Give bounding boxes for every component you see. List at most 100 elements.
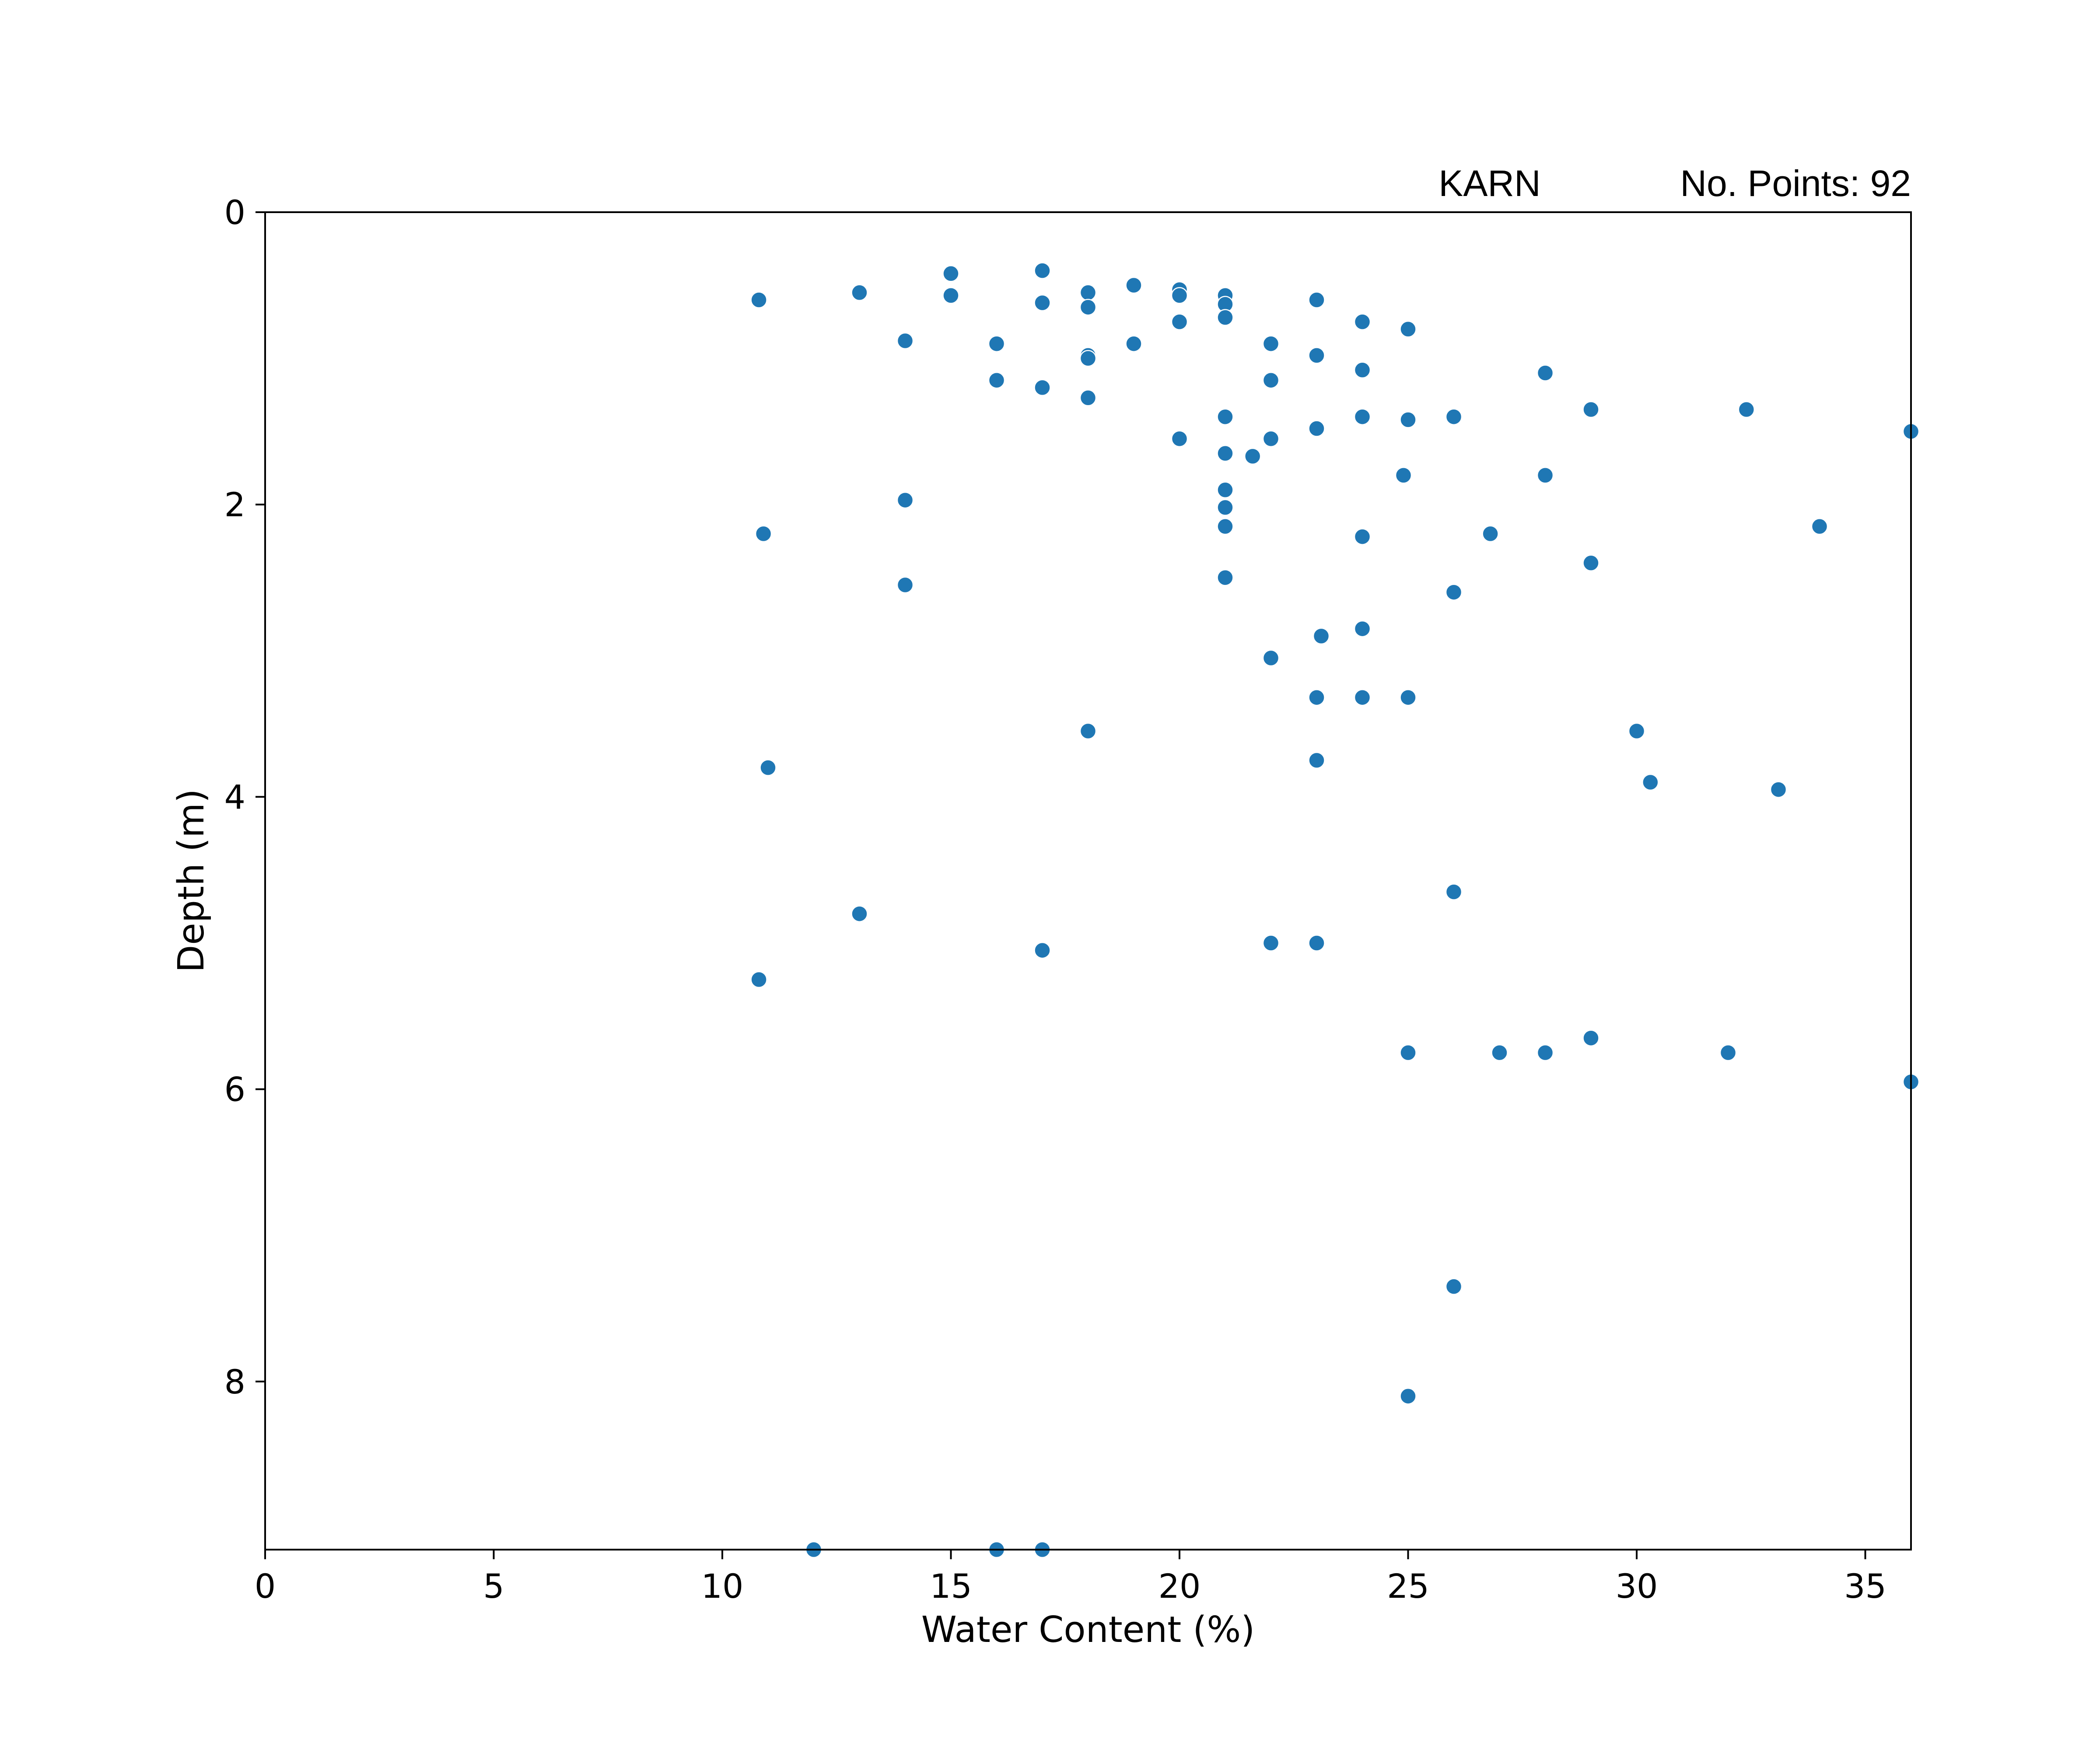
- y-tick-label: 6: [224, 1070, 245, 1109]
- data-point: [1171, 430, 1188, 448]
- data-point: [1582, 1029, 1600, 1046]
- data-point: [1445, 408, 1463, 425]
- data-point: [1034, 262, 1051, 279]
- data-point: [1244, 448, 1261, 465]
- data-point: [1536, 364, 1554, 382]
- x-tick-label: 35: [1844, 1567, 1886, 1606]
- data-point: [896, 491, 914, 509]
- data-point: [1482, 525, 1499, 542]
- data-point: [1354, 313, 1371, 330]
- x-tick-label: 10: [701, 1567, 744, 1606]
- data-point: [1628, 722, 1645, 740]
- data-point: [1308, 291, 1325, 308]
- data-point: [1445, 584, 1463, 601]
- point-count-annotation: No. Points: 92: [1680, 163, 1911, 204]
- data-point: [1400, 321, 1417, 338]
- data-point: [1262, 934, 1280, 952]
- x-tick-label: 5: [483, 1567, 504, 1606]
- data-point: [1770, 781, 1787, 798]
- data-point: [1217, 445, 1234, 462]
- data-point: [988, 371, 1005, 389]
- y-tick-label: 0: [224, 193, 245, 232]
- data-point: [755, 525, 772, 542]
- data-point: [1079, 722, 1097, 740]
- data-point: [1491, 1044, 1508, 1061]
- data-point: [1582, 401, 1600, 418]
- x-axis-ticks: 0 5 10 15 20 25 30 35: [255, 1550, 1886, 1606]
- data-point: [1445, 1278, 1463, 1295]
- data-point: [760, 759, 777, 776]
- site-annotation: KARN: [1438, 163, 1540, 204]
- y-tick-label: 8: [224, 1362, 245, 1401]
- data-point: [1308, 934, 1325, 952]
- data-point: [1642, 774, 1659, 791]
- data-point: [1217, 481, 1234, 499]
- y-tick-label: 2: [224, 485, 245, 524]
- data-point: [1354, 408, 1371, 425]
- data-point: [1217, 518, 1234, 535]
- data-point: [1400, 411, 1417, 428]
- data-point: [1738, 401, 1755, 418]
- data-point: [1308, 347, 1325, 364]
- x-tick-label: 20: [1158, 1567, 1201, 1606]
- data-point: [1034, 294, 1051, 312]
- x-tick-label: 0: [255, 1567, 276, 1606]
- data-point: [1400, 1044, 1417, 1061]
- data-point: [1079, 284, 1097, 301]
- data-point: [1308, 752, 1325, 769]
- data-point: [1308, 689, 1325, 706]
- x-tick-label: 25: [1387, 1567, 1429, 1606]
- data-point: [1217, 569, 1234, 586]
- x-tick-label: 15: [930, 1567, 972, 1606]
- data-point: [1079, 350, 1097, 367]
- x-tick-label: 30: [1616, 1567, 1658, 1606]
- data-point: [1536, 1044, 1554, 1061]
- data-point: [1582, 554, 1600, 572]
- data-point: [1312, 627, 1330, 645]
- data-point: [1034, 942, 1051, 959]
- data-point: [1217, 408, 1234, 425]
- data-point: [1125, 276, 1142, 294]
- data-point: [1354, 689, 1371, 706]
- data-point: [1262, 430, 1280, 448]
- data-point: [1217, 309, 1234, 326]
- x-axis-label: Water Content (%): [921, 1609, 1255, 1651]
- data-point: [1400, 1387, 1417, 1405]
- data-point: [1079, 298, 1097, 316]
- data-point: [942, 265, 959, 282]
- data-point: [896, 576, 914, 594]
- data-point: [1354, 620, 1371, 637]
- data-point: [750, 971, 767, 988]
- data-point: [851, 905, 868, 922]
- data-point: [1536, 467, 1554, 484]
- data-point: [1308, 420, 1325, 437]
- data-points: [750, 262, 1920, 1558]
- data-point: [1400, 689, 1417, 706]
- data-point: [1262, 371, 1280, 389]
- data-point: [1034, 379, 1051, 396]
- y-tick-label: 4: [224, 777, 245, 816]
- data-point: [1354, 361, 1371, 379]
- data-point: [1171, 287, 1188, 304]
- data-point: [750, 291, 767, 308]
- data-point: [942, 287, 959, 304]
- data-point: [1811, 518, 1828, 535]
- data-point: [1395, 467, 1412, 484]
- data-point: [1171, 313, 1188, 330]
- y-axis-ticks: 0 2 4 6 8: [224, 193, 265, 1401]
- data-point: [988, 335, 1005, 352]
- data-point: [851, 284, 868, 301]
- y-axis-label: Depth (m): [171, 789, 212, 973]
- data-point: [1125, 335, 1142, 352]
- data-point: [1262, 649, 1280, 667]
- data-point: [1217, 499, 1234, 516]
- data-point: [1262, 335, 1280, 352]
- data-point: [1719, 1044, 1737, 1061]
- data-point: [1079, 389, 1097, 406]
- plot-frame: [264, 211, 1912, 1550]
- data-point: [1445, 883, 1463, 900]
- data-point: [1354, 528, 1371, 545]
- data-point: [896, 332, 914, 350]
